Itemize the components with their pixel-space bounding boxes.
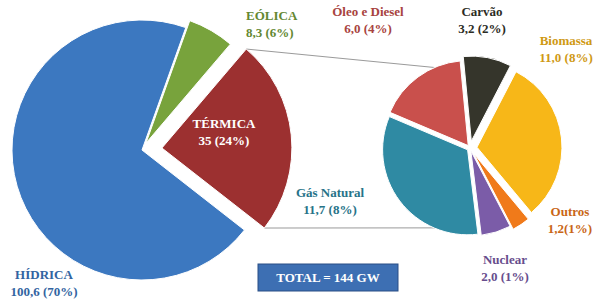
connector-line [264, 227, 441, 228]
slice-category-label: Gás Natural [296, 185, 365, 200]
slice-value-label: 35 (24%) [199, 133, 250, 148]
background [0, 0, 604, 302]
slice-value-label: 11,7 (8%) [303, 202, 356, 217]
slice-category-label: EÓLICA [246, 8, 298, 23]
labels: HÍDRICA 100,6 (70%) EÓLICA 8,3 (6%) TÉRMICA 3… [10, 4, 592, 299]
pies [12, 20, 562, 280]
slice-category-label: Óleo e Diesel [332, 4, 404, 19]
slice-category-label: TÉRMICA [193, 116, 256, 131]
slice-category-label: Carvão [461, 4, 502, 19]
slice-value-label: 8,3 (6%) [246, 25, 294, 40]
pie-0 [12, 20, 292, 280]
slice-value-label: 11,0 (8%) [539, 50, 592, 65]
annotation: TOTAL = 144 GW [276, 270, 379, 285]
pie-1 [383, 56, 562, 235]
annotation-box [258, 264, 398, 291]
chart-svg: HÍDRICA 100,6 (70%) EÓLICA 8,3 (6%) TÉRMICA 3… [0, 0, 604, 302]
slice-value-label: 100,6 (70%) [10, 284, 77, 299]
slice-category-label: Biomassa [540, 33, 593, 48]
slice-value-label: 3,2 (2%) [458, 21, 506, 36]
slice-value-label: 2,0 (1%) [481, 269, 529, 284]
slice-category-label: Outros [551, 204, 590, 219]
connector-line [246, 49, 441, 68]
slice-category-label: HÍDRICA [15, 267, 73, 282]
slice-value-label: 6,0 (4%) [344, 21, 392, 36]
slice-value-label: 1,2(1%) [548, 221, 592, 236]
pie-slice [383, 117, 478, 235]
pie-slice [162, 49, 292, 228]
slice-category-label: Nuclear [483, 252, 527, 267]
chart-container: HÍDRICA 100,6 (70%) EÓLICA 8,3 (6%) TÉRMICA 3… [0, 0, 604, 302]
